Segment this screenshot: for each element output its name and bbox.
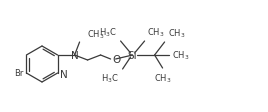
Text: Si: Si: [128, 51, 137, 60]
Text: CH$_3$: CH$_3$: [168, 27, 185, 40]
Text: CH$_3$: CH$_3$: [154, 72, 171, 85]
Text: CH$_3$: CH$_3$: [87, 28, 104, 41]
Text: CH$_3$: CH$_3$: [147, 26, 164, 39]
Text: H$_3$C: H$_3$C: [101, 72, 118, 85]
Text: CH$_3$: CH$_3$: [172, 49, 189, 62]
Text: N: N: [60, 69, 68, 79]
Text: Br: Br: [14, 69, 23, 78]
Text: H$_3$C: H$_3$C: [99, 26, 117, 39]
Text: N: N: [71, 51, 79, 60]
Text: O: O: [113, 55, 121, 64]
